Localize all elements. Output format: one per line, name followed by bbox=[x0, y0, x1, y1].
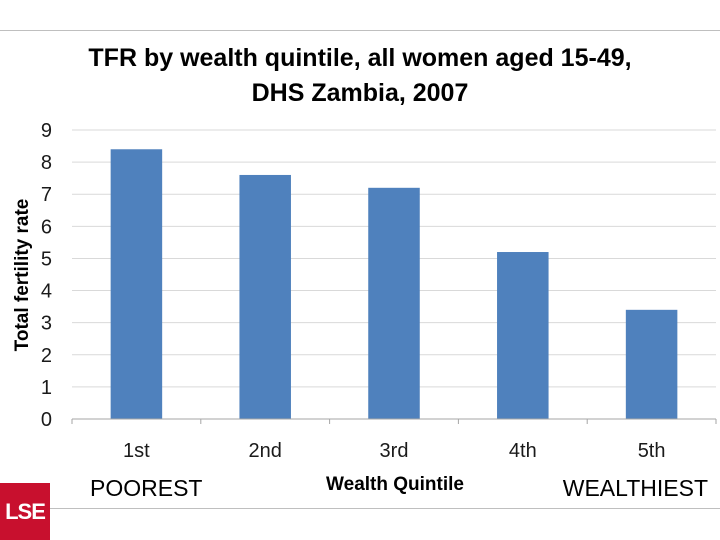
x-axis-title: Wealth Quintile bbox=[326, 474, 464, 495]
bar-3rd bbox=[368, 187, 420, 419]
y-tick-label: 7 bbox=[41, 184, 52, 206]
x-tick-label-3rd: 3rd bbox=[380, 440, 409, 462]
bar-1st bbox=[110, 149, 163, 419]
bar-4th bbox=[497, 252, 549, 419]
poorest-label: POOREST bbox=[90, 475, 202, 501]
y-tick-labels: 0 1 2 3 4 5 6 7 8 9 bbox=[41, 120, 52, 431]
x-tick-label-2nd: 2nd bbox=[249, 440, 282, 462]
x-tick-label-4th: 4th bbox=[509, 440, 537, 462]
y-tick-label: 8 bbox=[41, 152, 52, 174]
bar-5th bbox=[625, 309, 678, 419]
y-tick-label: 6 bbox=[41, 216, 52, 238]
y-tick-label: 9 bbox=[41, 120, 52, 142]
chart-title-line1: TFR by wealth quintile, all women aged 1… bbox=[88, 44, 631, 72]
x-tick-label-5th: 5th bbox=[638, 440, 666, 462]
wealthiest-label: WEALTHIEST bbox=[563, 475, 708, 501]
bottom-rule bbox=[0, 508, 720, 509]
lse-logo: LSE bbox=[0, 483, 50, 540]
y-tick-label: 4 bbox=[41, 281, 52, 303]
bar-2nd bbox=[239, 174, 291, 419]
x-tick-labels: 1st 2nd 3rd 4th 5th bbox=[71, 419, 717, 462]
top-rule bbox=[0, 30, 720, 31]
y-tick-label: 5 bbox=[41, 248, 52, 270]
y-tick-label: 1 bbox=[41, 377, 52, 399]
x-tick-label-1st: 1st bbox=[123, 440, 150, 462]
y-tick-label: 0 bbox=[41, 409, 52, 431]
chart-title-line2: DHS Zambia, 2007 bbox=[252, 79, 469, 107]
y-tick-label: 3 bbox=[41, 313, 52, 335]
bars bbox=[110, 149, 678, 419]
y-tick-label: 2 bbox=[41, 345, 52, 367]
y-axis-title: Total fertility rate bbox=[12, 199, 33, 352]
gridlines bbox=[72, 129, 716, 388]
